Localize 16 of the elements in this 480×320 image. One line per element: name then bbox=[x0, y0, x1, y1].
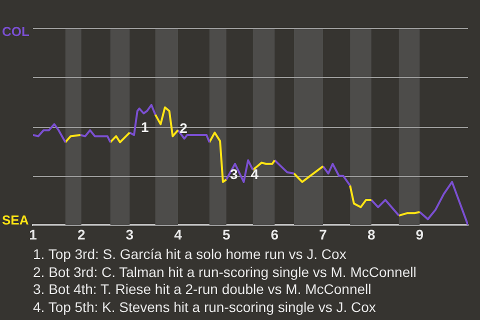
x-tick-label: 9 bbox=[416, 226, 424, 242]
x-tick-label: 2 bbox=[77, 226, 86, 242]
x-tick-label: 1 bbox=[29, 226, 38, 242]
text: 1. Top 3rd: S. García hit a solo home run vs J. Cox bbox=[33, 246, 348, 264]
text: 2. Bot 3rd: C. Talman hit a run-scoring single vs M. McConnell bbox=[33, 264, 418, 281]
text: COL bbox=[2, 24, 30, 40]
text: 4. Top 5th: K. Stevens hit a run-scoring single vs J. Cox bbox=[33, 298, 377, 316]
x-tick-label: 7 bbox=[319, 226, 328, 242]
x-tick-label: 5 bbox=[222, 226, 230, 242]
x-tick-label: 6 bbox=[270, 226, 279, 242]
x-tick-label: 3 bbox=[126, 226, 134, 242]
text: SEA bbox=[2, 212, 30, 228]
x-tick-label: 4 bbox=[174, 226, 182, 242]
text: 3. Bot 4th: T. Riese hit a 2-run double vs M. McConnell bbox=[33, 281, 372, 298]
annotation: 4 bbox=[250, 166, 259, 182]
x-tick-label: 8 bbox=[367, 226, 376, 242]
